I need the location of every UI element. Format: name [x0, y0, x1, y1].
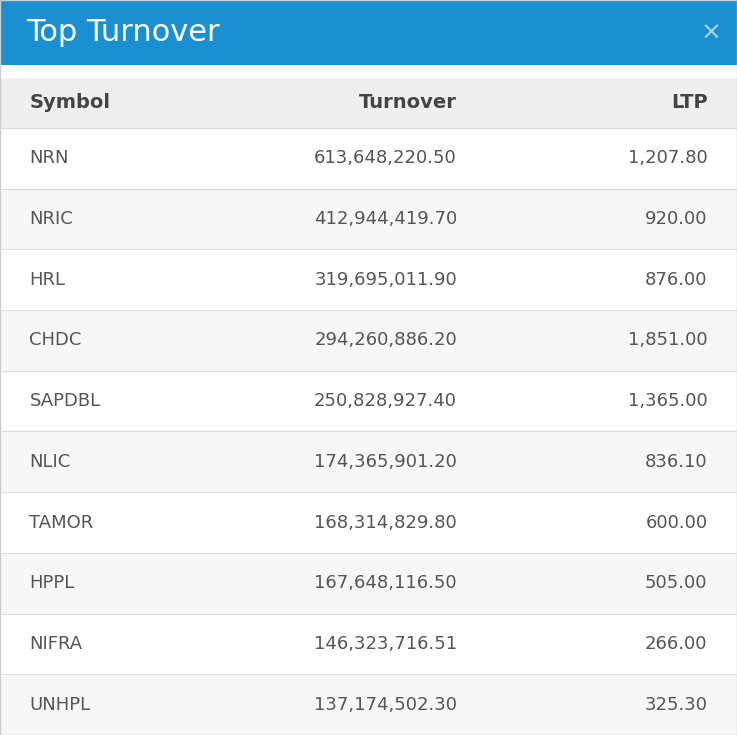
Text: Turnover: Turnover: [359, 93, 457, 112]
FancyBboxPatch shape: [0, 431, 737, 492]
Text: HPPL: HPPL: [29, 574, 74, 592]
Text: TAMOR: TAMOR: [29, 514, 94, 531]
FancyBboxPatch shape: [0, 78, 737, 128]
Text: 266.00: 266.00: [645, 635, 708, 653]
FancyBboxPatch shape: [0, 674, 737, 735]
Text: 613,648,220.50: 613,648,220.50: [314, 149, 457, 168]
Text: UNHPL: UNHPL: [29, 695, 91, 714]
FancyBboxPatch shape: [0, 0, 737, 65]
Text: 168,314,829.80: 168,314,829.80: [314, 514, 457, 531]
FancyBboxPatch shape: [0, 249, 737, 310]
FancyBboxPatch shape: [0, 310, 737, 370]
Text: 250,828,927.40: 250,828,927.40: [314, 392, 457, 410]
Text: SAPDBL: SAPDBL: [29, 392, 101, 410]
FancyBboxPatch shape: [0, 370, 737, 431]
Text: 294,260,886.20: 294,260,886.20: [314, 331, 457, 349]
Text: 412,944,419.70: 412,944,419.70: [314, 210, 457, 228]
Text: ×: ×: [701, 21, 722, 44]
Text: 174,365,901.20: 174,365,901.20: [314, 453, 457, 471]
Text: Symbol: Symbol: [29, 93, 111, 112]
Text: HRL: HRL: [29, 270, 66, 289]
Text: 167,648,116.50: 167,648,116.50: [314, 574, 457, 592]
FancyBboxPatch shape: [0, 128, 737, 189]
Text: 505.00: 505.00: [645, 574, 708, 592]
FancyBboxPatch shape: [0, 189, 737, 249]
FancyBboxPatch shape: [0, 553, 737, 614]
Text: NRN: NRN: [29, 149, 69, 168]
Text: 319,695,011.90: 319,695,011.90: [314, 270, 457, 289]
FancyBboxPatch shape: [0, 492, 737, 553]
FancyBboxPatch shape: [0, 65, 737, 78]
Text: 325.30: 325.30: [645, 695, 708, 714]
Text: 876.00: 876.00: [645, 270, 708, 289]
FancyBboxPatch shape: [0, 614, 737, 674]
Text: 137,174,502.30: 137,174,502.30: [314, 695, 457, 714]
Text: 1,365.00: 1,365.00: [628, 392, 708, 410]
Text: 1,207.80: 1,207.80: [628, 149, 708, 168]
Text: NRIC: NRIC: [29, 210, 73, 228]
Text: 146,323,716.51: 146,323,716.51: [314, 635, 457, 653]
Text: CHDC: CHDC: [29, 331, 82, 349]
Text: NLIC: NLIC: [29, 453, 71, 471]
Text: 836.10: 836.10: [645, 453, 708, 471]
Text: 920.00: 920.00: [645, 210, 708, 228]
Text: 1,851.00: 1,851.00: [628, 331, 708, 349]
Text: 600.00: 600.00: [646, 514, 708, 531]
Text: Top Turnover: Top Turnover: [26, 18, 220, 47]
Text: NIFRA: NIFRA: [29, 635, 83, 653]
Text: LTP: LTP: [671, 93, 708, 112]
